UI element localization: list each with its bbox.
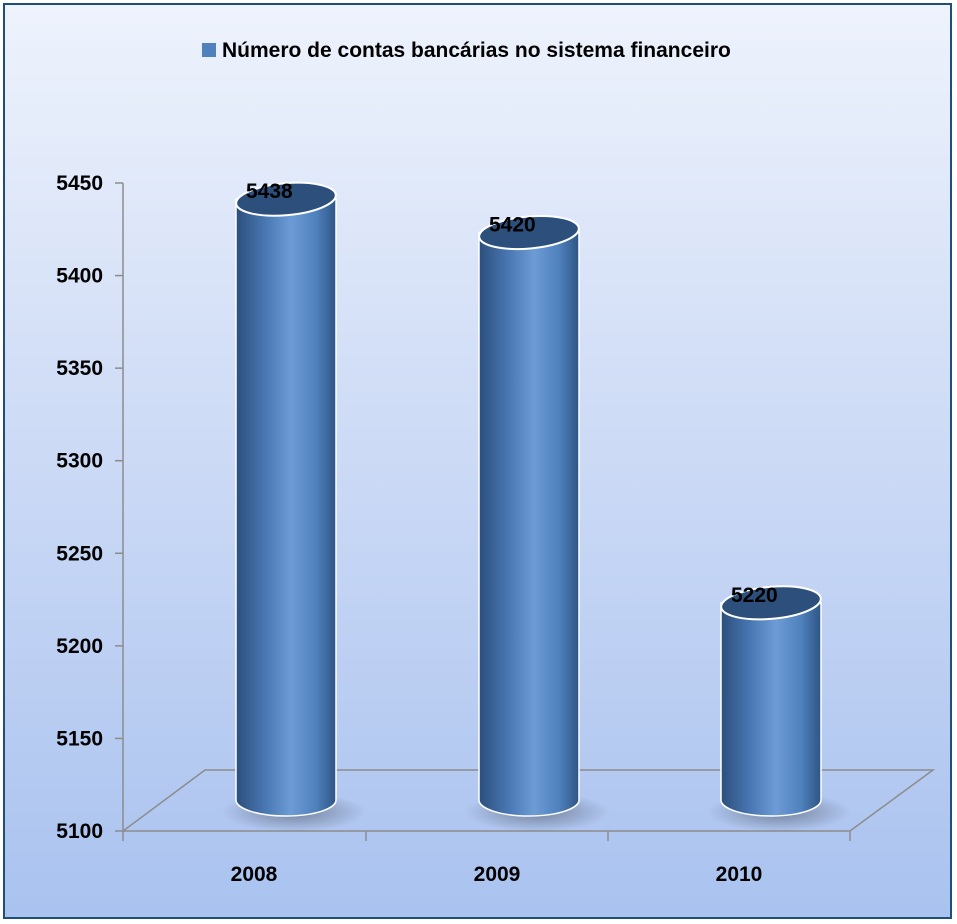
- y-tick-label: 5350: [56, 357, 103, 380]
- x-axis: 2008 2009 2010: [122, 831, 851, 886]
- data-label: 5220: [731, 584, 778, 607]
- bar-body: [478, 231, 580, 817]
- x-tick-label: 2008: [231, 863, 278, 886]
- bar: 5438: [222, 180, 366, 832]
- x-tick-label: 2009: [474, 863, 521, 886]
- chart-svg: Número de contas bancárias no sistema fi…: [56, 39, 936, 886]
- bar-top: [720, 585, 822, 621]
- legend: Número de contas bancárias no sistema fi…: [202, 39, 731, 62]
- data-label: 5420: [489, 214, 536, 237]
- bar: 5420: [465, 214, 609, 832]
- legend-marker: [202, 43, 216, 57]
- bar: 5220: [707, 584, 851, 832]
- bar-top: [235, 181, 337, 217]
- y-tick-label: 5100: [56, 820, 103, 843]
- chart-frame: Número de contas bancárias no sistema fi…: [3, 3, 952, 919]
- bar-top: [478, 215, 580, 251]
- data-label: 5438: [246, 180, 293, 203]
- y-tick-label: 5250: [56, 542, 103, 565]
- y-tick-label: 5300: [56, 450, 103, 473]
- y-tick-label: 5450: [56, 172, 103, 195]
- y-axis: 5100 5150 5200 5250 5300 5350 5400 5450: [56, 172, 123, 843]
- bars: 5438 5420 5220: [222, 180, 851, 832]
- legend-label: Número de contas bancárias no sistema fi…: [222, 39, 731, 62]
- y-tick-label: 5400: [56, 265, 103, 288]
- bar-body: [235, 198, 337, 817]
- y-tick-label: 5150: [56, 727, 103, 750]
- y-tick-label: 5200: [56, 635, 103, 658]
- x-tick-label: 2010: [716, 863, 763, 886]
- bar-body: [720, 602, 822, 817]
